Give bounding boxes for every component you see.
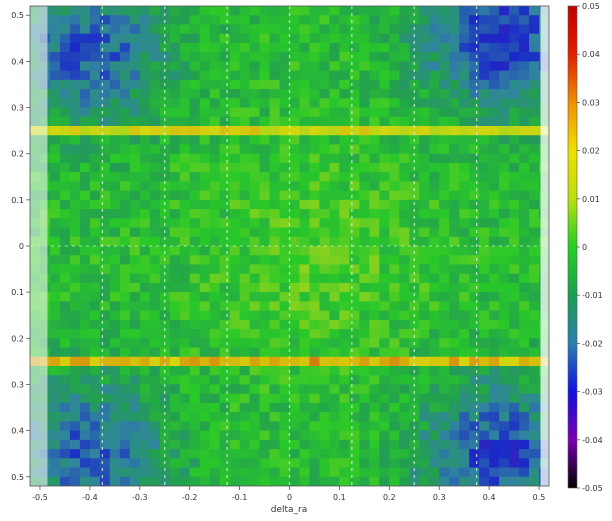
y-axis: 0.5 0.4 0.3 0.2 0.1 0 0.1 0.2 0.3 0.4 0.5 <box>11 11 30 482</box>
y-tick-label: 0.2 <box>11 334 24 343</box>
x-axis-label: delta_ra <box>271 505 308 515</box>
y-tick-label: 0.4 <box>11 57 24 66</box>
colorbar-tick-label: 0.04 <box>582 50 600 59</box>
y-tick-label: 0.1 <box>11 196 24 205</box>
x-tick-label: 0.5 <box>533 493 546 502</box>
y-tick-label: 0.2 <box>11 150 24 159</box>
x-axis: -0.5 -0.4 -0.3 -0.2 -0.1 0 0.1 0.2 0.3 0.4 0.5 <box>32 486 545 502</box>
x-tick-label: -0.2 <box>182 493 198 502</box>
x-tick-label: 0 <box>287 493 292 502</box>
x-tick-label: -0.4 <box>82 493 98 502</box>
y-tick-label: 0.3 <box>11 380 24 389</box>
colorbar-gradient <box>567 5 578 489</box>
colorbar-tick-label: -0.01 <box>582 291 603 300</box>
colorbar-tick-label: -0.03 <box>582 388 603 397</box>
colorbar-tick-label: -0.04 <box>582 436 603 445</box>
colorbar-tick-label: -0.05 <box>582 484 603 493</box>
y-tick-label: 0.5 <box>11 11 24 20</box>
y-tick-label: 0.1 <box>11 288 24 297</box>
y-tick-label: 0 <box>19 242 24 251</box>
x-tick-label: 0.2 <box>383 493 396 502</box>
colorbar-tick-label: 0.02 <box>582 147 600 156</box>
heatmap-plot-area <box>30 6 549 486</box>
colorbar-tick-label: 0.03 <box>582 98 600 107</box>
x-tick-label: 0.4 <box>483 493 496 502</box>
y-tick-label: 0.4 <box>11 427 24 436</box>
x-tick-label: -0.3 <box>132 493 148 502</box>
x-tick-label: 0.3 <box>433 493 446 502</box>
colorbar-tick-label: 0 <box>582 243 587 252</box>
colorbar-tick-label: -0.02 <box>582 339 603 348</box>
x-tick-label: 0.1 <box>333 493 346 502</box>
colorbar-tick-label: 0.05 <box>582 2 600 11</box>
x-tick-label: -0.5 <box>32 493 48 502</box>
y-tick-label: 0.3 <box>11 104 24 113</box>
colorbar: 0.05 0.04 0.03 0.02 0.01 0 -0.01 -0.02 -0.03 -0.0… <box>567 2 603 493</box>
x-tick-label: -0.1 <box>232 493 248 502</box>
y-tick-label: 0.5 <box>11 473 24 482</box>
sparse-edge-right <box>540 6 549 486</box>
colorbar-tick-label: 0.01 <box>582 195 600 204</box>
